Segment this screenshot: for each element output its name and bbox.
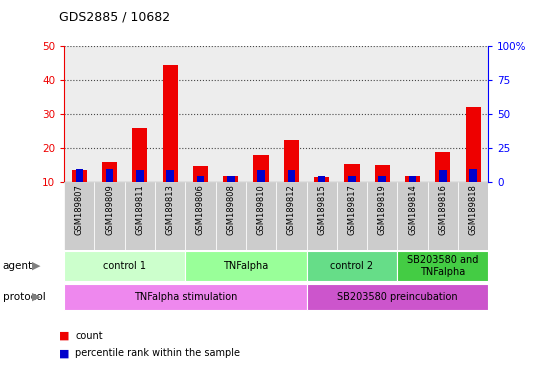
Bar [344, 164, 359, 217]
Text: control 2: control 2 [330, 261, 373, 271]
Bar [367, 182, 397, 250]
Bar [465, 108, 480, 217]
Text: SB203580 preincubation: SB203580 preincubation [337, 291, 458, 302]
Bar [64, 182, 94, 250]
Bar [166, 170, 174, 182]
Bar [155, 182, 185, 250]
Text: GSM189809: GSM189809 [105, 184, 114, 235]
Text: TNFalpha stimulation: TNFalpha stimulation [134, 291, 237, 302]
Text: GSM189816: GSM189816 [439, 184, 448, 235]
Bar [246, 46, 276, 182]
Bar [155, 46, 185, 182]
Bar [196, 175, 204, 182]
Text: GSM189813: GSM189813 [166, 184, 175, 235]
Bar [306, 182, 337, 250]
Bar [306, 284, 488, 310]
Text: GSM189812: GSM189812 [287, 184, 296, 235]
Bar [64, 46, 94, 182]
Bar [306, 46, 337, 182]
Bar [102, 162, 117, 217]
Bar [193, 166, 208, 217]
Text: GSM189811: GSM189811 [136, 184, 145, 235]
Bar [185, 46, 215, 182]
Text: GSM189814: GSM189814 [408, 184, 417, 235]
Bar [106, 169, 113, 182]
Text: GSM189819: GSM189819 [378, 184, 387, 235]
Bar [458, 182, 488, 250]
Bar [397, 182, 427, 250]
Bar [64, 284, 306, 310]
Text: percentile rank within the sample: percentile rank within the sample [75, 348, 240, 358]
Bar [367, 46, 397, 182]
Bar [253, 155, 268, 217]
Bar [348, 175, 356, 182]
Bar [162, 65, 178, 217]
Bar [125, 182, 155, 250]
Text: control 1: control 1 [103, 261, 146, 271]
Bar [408, 175, 416, 182]
Text: count: count [75, 331, 103, 341]
Bar [439, 170, 446, 182]
Text: GSM189815: GSM189815 [317, 184, 326, 235]
Text: GSM189807: GSM189807 [75, 184, 84, 235]
Text: ■: ■ [59, 348, 69, 358]
Bar [337, 182, 367, 250]
Bar [136, 170, 143, 182]
Bar [337, 46, 367, 182]
Bar [215, 182, 246, 250]
Text: GSM189808: GSM189808 [227, 184, 235, 235]
Bar [427, 182, 458, 250]
Bar [185, 251, 306, 281]
Bar [287, 170, 295, 182]
Bar [64, 251, 185, 281]
Bar [215, 46, 246, 182]
Text: protocol: protocol [3, 291, 46, 302]
Text: GSM189817: GSM189817 [348, 184, 357, 235]
Bar [458, 46, 488, 182]
Bar [185, 182, 215, 250]
Bar [284, 140, 299, 217]
Bar [314, 177, 329, 217]
Bar [246, 182, 276, 250]
Bar [405, 175, 420, 217]
Bar [132, 128, 147, 217]
Bar [94, 182, 125, 250]
Bar [427, 46, 458, 182]
Text: ■: ■ [59, 331, 69, 341]
Text: ▶: ▶ [32, 291, 41, 302]
Bar [306, 251, 397, 281]
Bar [257, 170, 265, 182]
Text: ▶: ▶ [32, 261, 41, 271]
Bar [276, 182, 306, 250]
Bar [378, 175, 386, 182]
Bar [276, 46, 306, 182]
Text: TNFalpha: TNFalpha [223, 261, 268, 271]
Text: GSM189810: GSM189810 [257, 184, 266, 235]
Bar [94, 46, 125, 182]
Bar [469, 169, 477, 182]
Bar [125, 46, 155, 182]
Bar [223, 175, 238, 217]
Bar [227, 175, 234, 182]
Bar [435, 152, 450, 217]
Bar [397, 46, 427, 182]
Bar [397, 251, 488, 281]
Text: GSM189806: GSM189806 [196, 184, 205, 235]
Bar [318, 175, 325, 182]
Text: GDS2885 / 10682: GDS2885 / 10682 [59, 11, 170, 24]
Bar [374, 166, 390, 217]
Text: agent: agent [3, 261, 33, 271]
Text: SB203580 and
TNFalpha: SB203580 and TNFalpha [407, 255, 479, 277]
Bar [72, 170, 87, 217]
Text: GSM189818: GSM189818 [469, 184, 478, 235]
Bar [75, 169, 83, 182]
